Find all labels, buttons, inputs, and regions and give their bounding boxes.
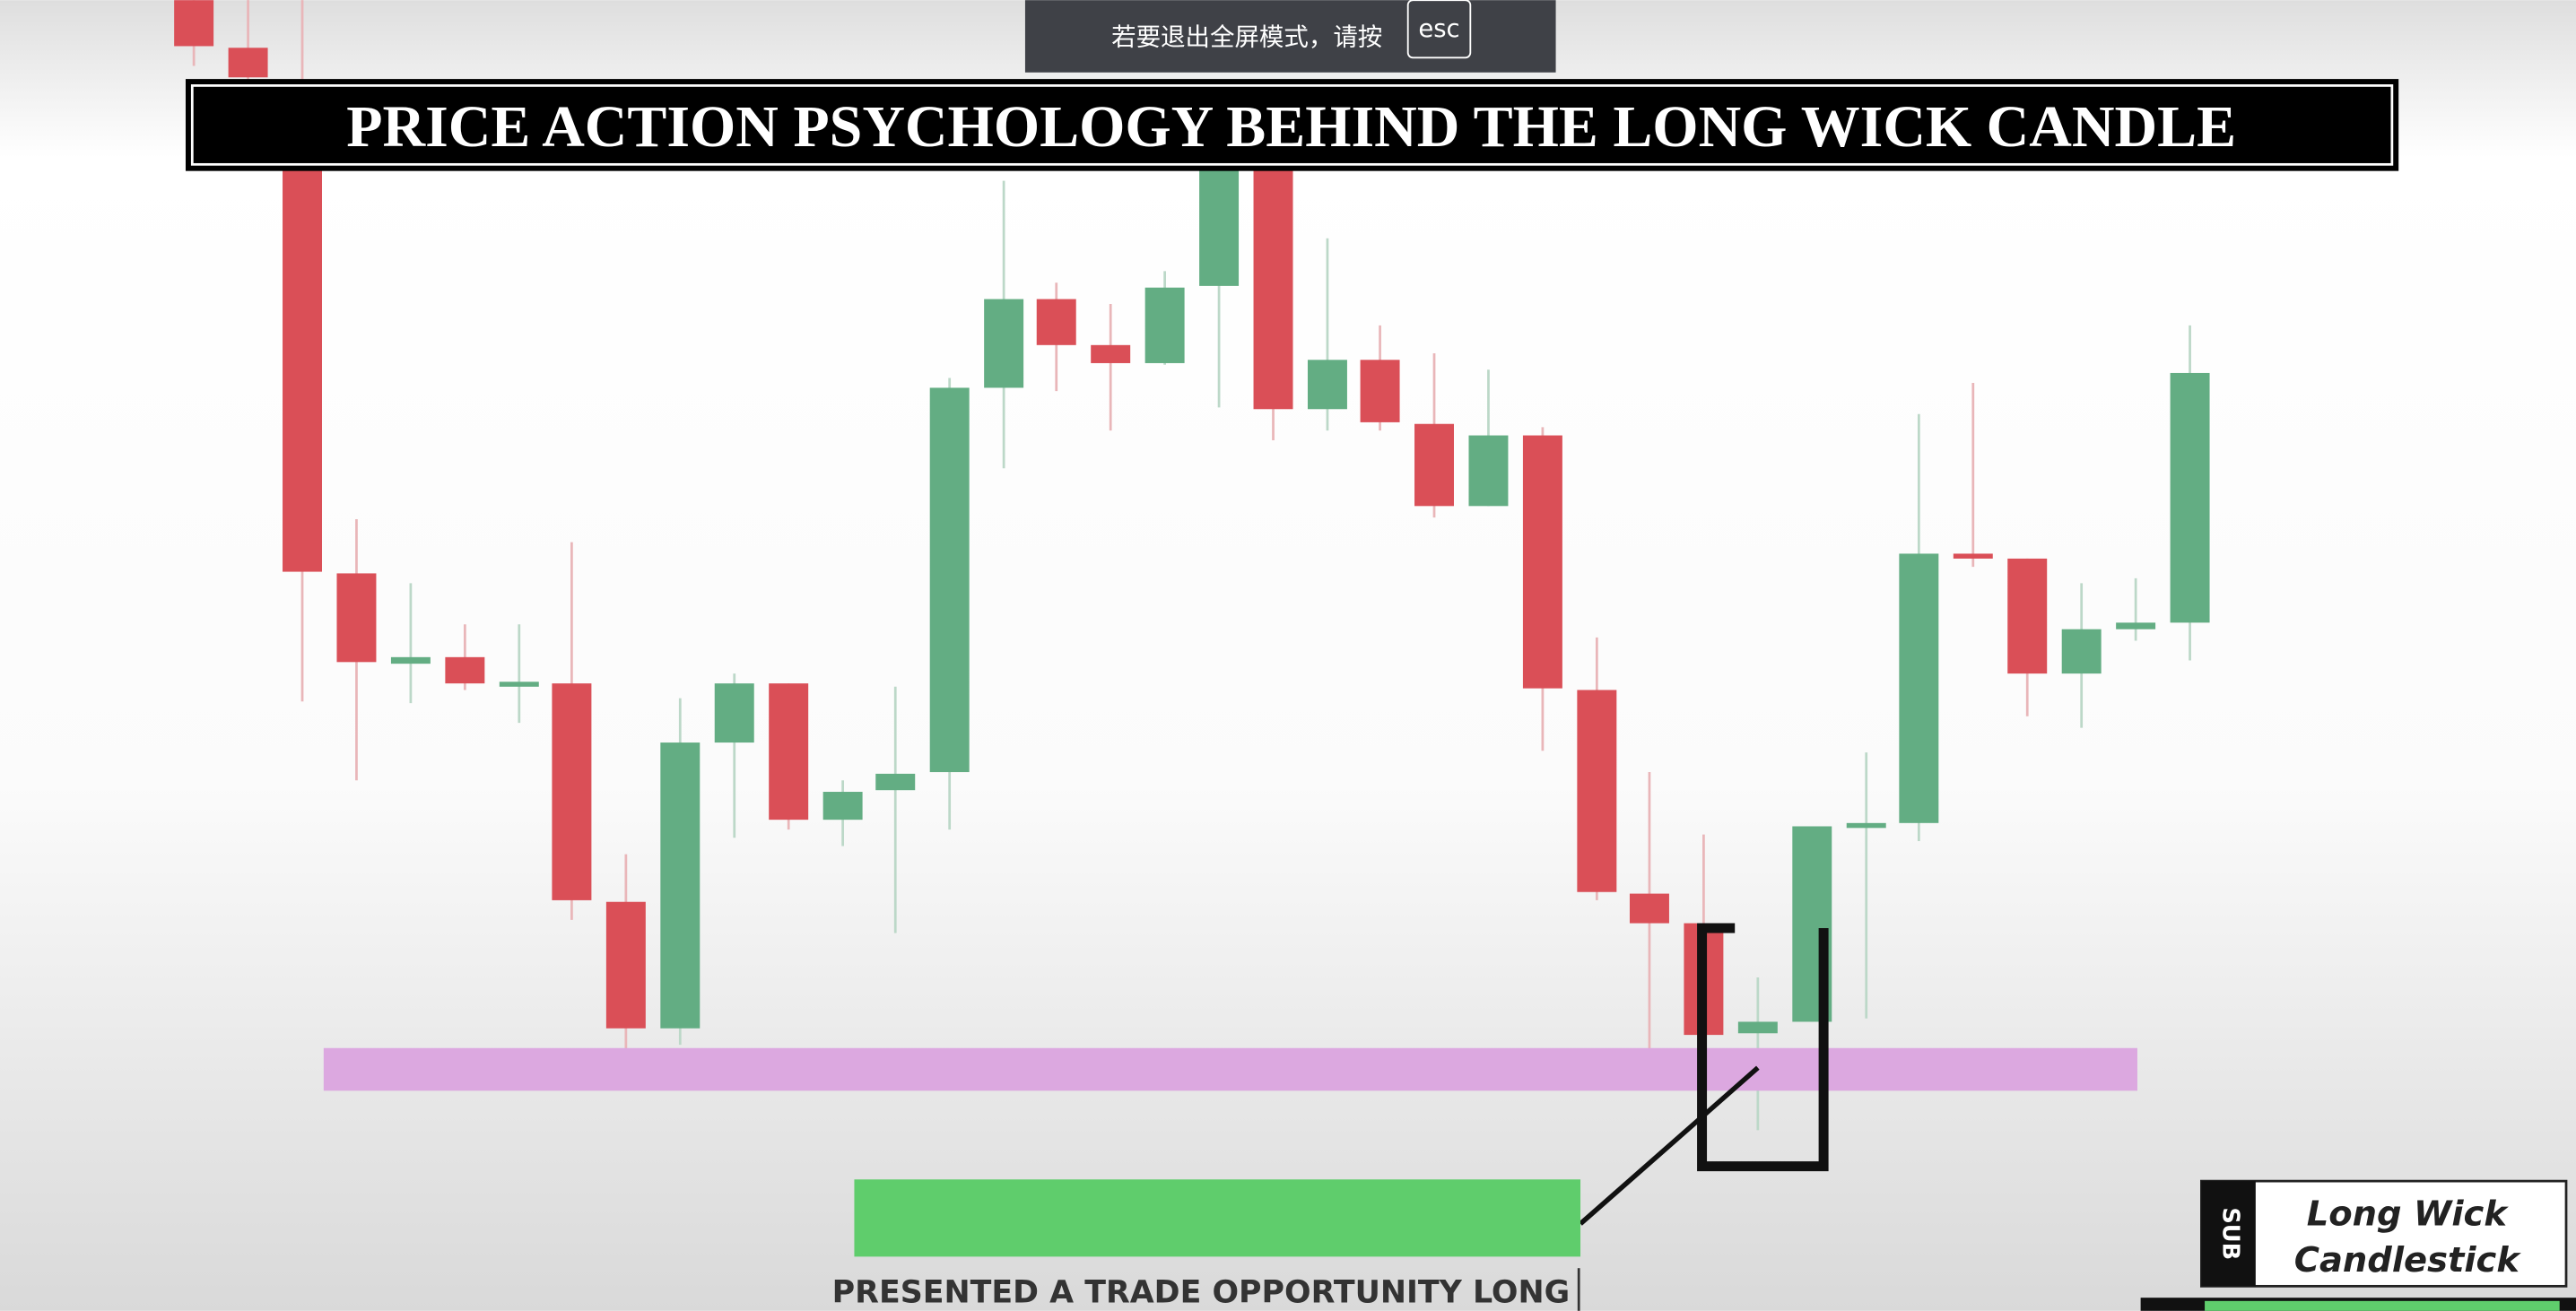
candle-body — [552, 683, 592, 900]
fullscreen-toast — [1024, 0, 1556, 73]
candle-body — [1307, 360, 1347, 410]
candle-body — [1899, 553, 1939, 823]
candle-body — [875, 773, 916, 791]
badge-label: Long Wick — [2307, 1194, 2510, 1235]
candle-body — [605, 901, 646, 1029]
candle-body — [499, 682, 539, 687]
candle-body — [1737, 1021, 1778, 1034]
candle-body — [714, 683, 754, 743]
candle-body — [1091, 344, 1131, 363]
pointer-line — [1579, 1065, 1760, 1226]
candle-body — [822, 792, 863, 820]
candle-body — [228, 48, 268, 78]
candle-body — [1199, 164, 1240, 286]
title-border — [190, 84, 2394, 166]
candle-body — [929, 387, 970, 773]
candle-body — [1629, 893, 1669, 924]
caption: PRESENTED A TRADE OPPORTUNITY LONG — [832, 1275, 1571, 1311]
candle-body — [174, 0, 214, 47]
candle-body — [1468, 435, 1509, 507]
badge — [2200, 1179, 2568, 1288]
candle-body — [1414, 423, 1454, 507]
candle-body — [1360, 360, 1400, 422]
candle-body — [984, 299, 1024, 388]
badge-label: Candlestick — [2294, 1240, 2522, 1281]
title: PRICE ACTION PSYCHOLOGY BEHIND THE LONG … — [346, 94, 2236, 160]
esc-key-label: esc — [1418, 15, 1459, 43]
candle-body — [660, 742, 701, 1029]
candle-body — [2007, 558, 2048, 674]
candle-body — [2061, 629, 2102, 674]
candle-body — [1144, 287, 1185, 363]
candle-body — [2170, 372, 2210, 623]
candle-body — [1036, 299, 1076, 345]
esc-key — [1406, 0, 1472, 59]
candle-body — [336, 573, 377, 663]
candle-body — [1846, 822, 1886, 829]
highlight-bracket — [1697, 923, 1829, 1172]
support-zone — [323, 1047, 2137, 1091]
candle-body — [1577, 690, 1617, 892]
candle-body — [445, 656, 485, 684]
candle-body — [1522, 435, 1562, 689]
caption-highlight — [854, 1179, 1581, 1257]
title-banner — [185, 79, 2399, 171]
candle-body — [1253, 164, 1293, 410]
candle-body — [769, 683, 809, 820]
candle-body — [1953, 553, 1993, 559]
badge-logo-box — [2201, 1181, 2256, 1287]
candle-body — [390, 656, 431, 664]
candle-body — [283, 164, 322, 572]
candle-body — [2116, 622, 2156, 629]
toast-message: 若要退出全屏模式，请按 — [1111, 23, 1382, 51]
badge-logo: SUB — [2217, 1207, 2244, 1260]
progress-fill — [2205, 1300, 2560, 1311]
